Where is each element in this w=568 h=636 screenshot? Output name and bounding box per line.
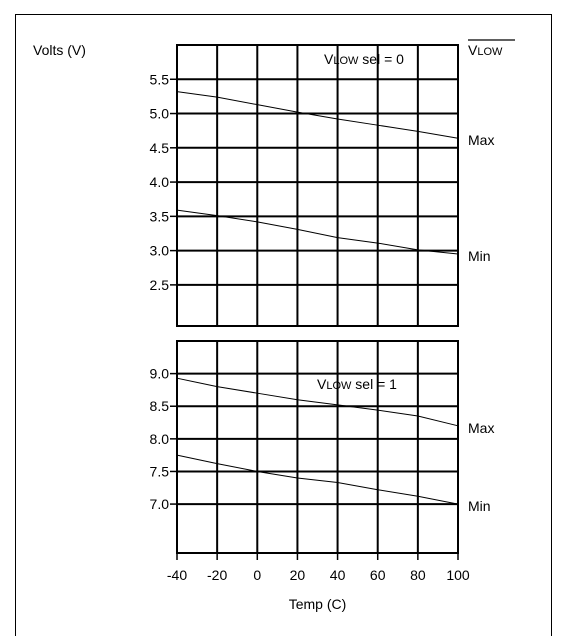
x-tick-label: -20 [207, 567, 227, 583]
plot-border [176, 44, 459, 327]
y-tick-label: 2.5 [150, 277, 170, 293]
figure-frame [15, 14, 552, 636]
series-label-min: Min [468, 498, 491, 514]
x-tick-label: 60 [370, 567, 386, 583]
y-tick-label: 4.0 [150, 174, 170, 190]
vlow-header-label: VLOW [468, 42, 503, 58]
series-label-min: Min [468, 248, 491, 264]
series-line-min [176, 454, 459, 505]
y-tick-label: 3.0 [150, 243, 170, 259]
y-tick-label: 3.5 [150, 208, 170, 224]
y-tick-label: 8.5 [150, 398, 170, 414]
y-tick-label: 4.5 [150, 140, 170, 156]
x-tick-label: 100 [446, 567, 470, 583]
y-tick-label: 7.0 [150, 496, 170, 512]
series-line-min [176, 209, 459, 255]
y-tick-label: 5.5 [150, 71, 170, 87]
series-line-max [176, 91, 459, 139]
plot-border [176, 340, 459, 554]
y-tick-label: 8.0 [150, 431, 170, 447]
series-line-max [176, 377, 459, 427]
annotation-label: VLOW sel = 0 [324, 51, 404, 67]
annotation-label: VLOW sel = 1 [317, 376, 397, 392]
x-tick-label: -40 [167, 567, 187, 583]
y-tick-label: 5.0 [150, 106, 170, 122]
series-label-max: Max [468, 420, 494, 436]
x-tick-label: 40 [330, 567, 346, 583]
y-tick-label: 9.0 [150, 366, 170, 382]
x-tick-label: 80 [410, 567, 426, 583]
x-axis-label: Temp (C) [289, 596, 347, 612]
series-label-max: Max [468, 132, 494, 148]
x-tick-label: 20 [290, 567, 306, 583]
x-tick-label: 0 [253, 567, 261, 583]
y-axis-label: Volts (V) [33, 42, 86, 58]
y-tick-label: 7.5 [150, 463, 170, 479]
